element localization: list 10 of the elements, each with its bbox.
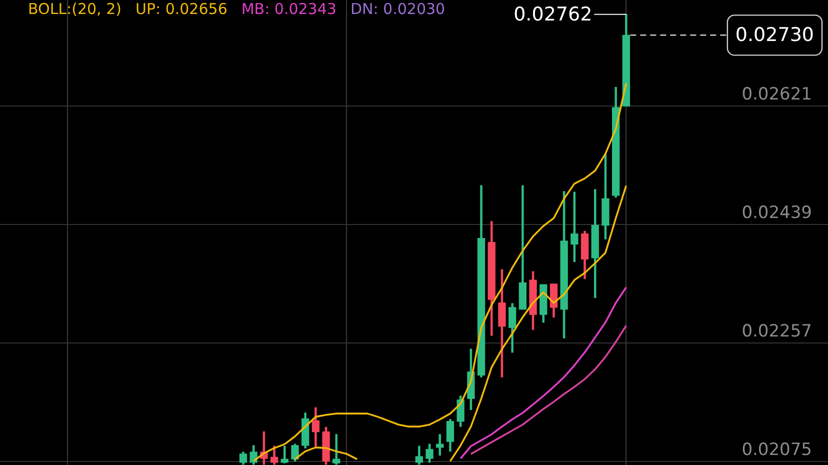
ref-line-label: 0.02730 <box>735 24 814 46</box>
y-tick-label: 0.02439 <box>742 203 812 224</box>
y-tick-label: 0.02257 <box>742 322 812 342</box>
annotation: 0.02762 <box>514 3 592 26</box>
annotation: DN: 0.02030 <box>350 0 446 18</box>
annotation: BOLL:(20, 2) <box>28 0 122 18</box>
annotation: MB: 0.02343 <box>241 0 336 18</box>
annotation: UP: 0.02656 <box>135 0 228 18</box>
y-tick-label: 0.02075 <box>742 440 812 460</box>
y-tick-label: 0.02621 <box>742 84 812 105</box>
